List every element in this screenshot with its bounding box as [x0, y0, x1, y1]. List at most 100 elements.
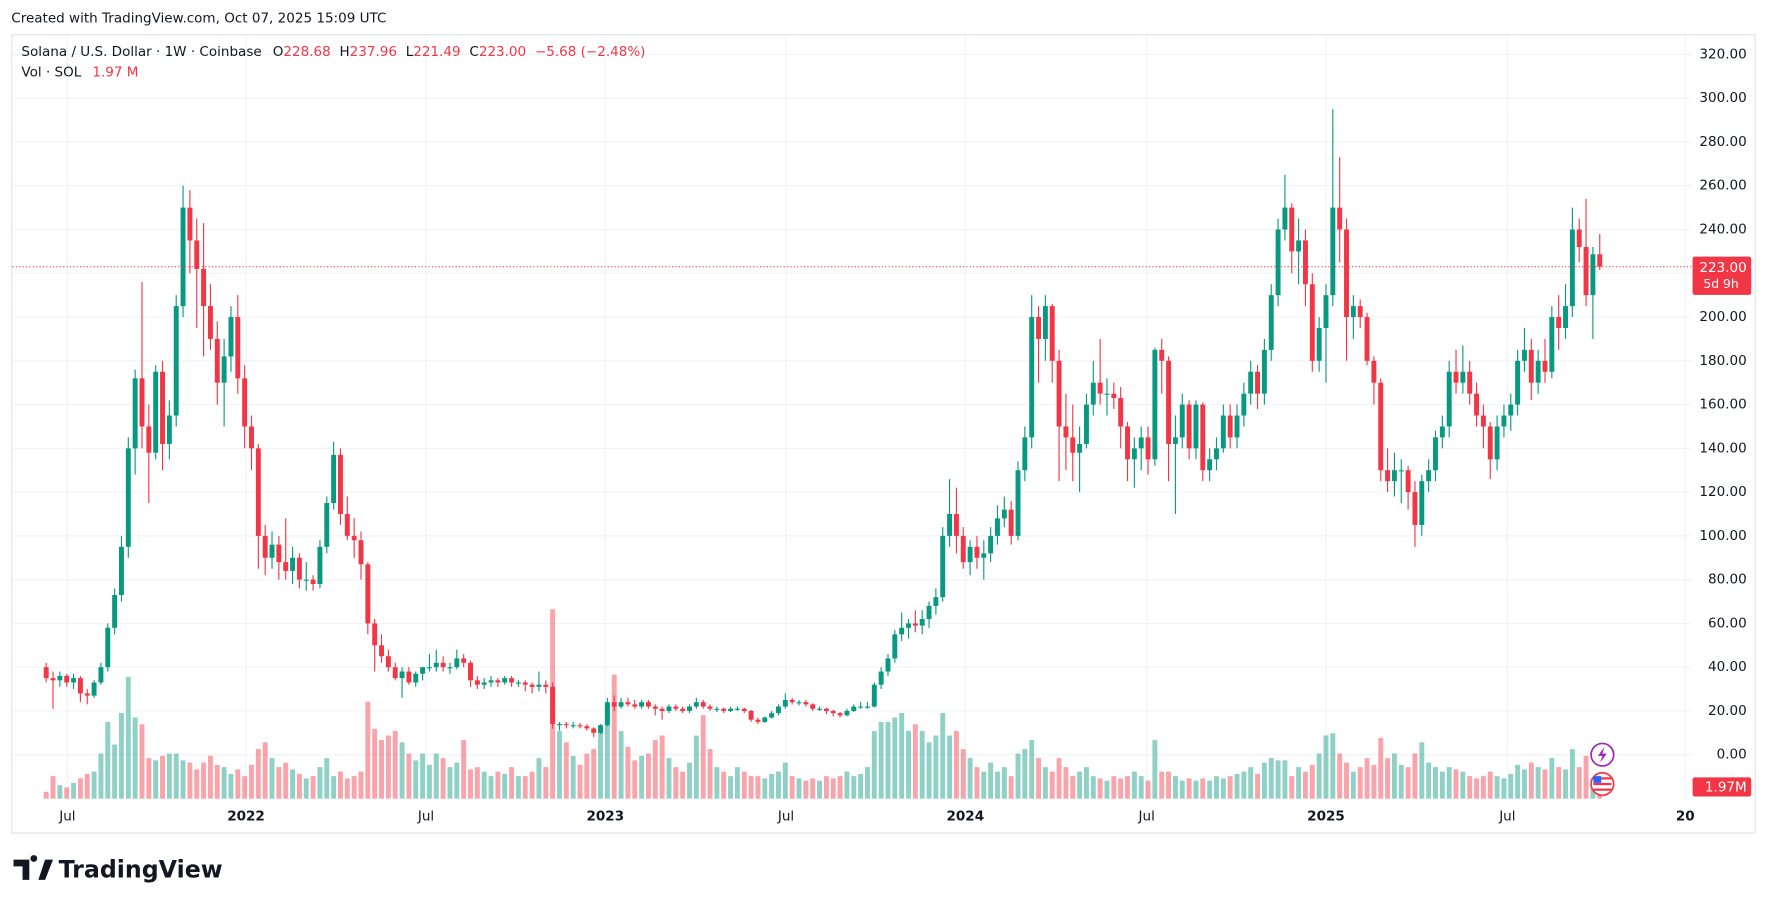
volume-bar — [139, 724, 145, 799]
countdown-label: 5d 9h — [1703, 276, 1738, 291]
candle-body — [666, 706, 672, 711]
candle-body — [440, 662, 446, 668]
volume-bar — [447, 767, 453, 799]
volume-bar — [372, 728, 378, 799]
y-tick-label: 120.00 — [1699, 484, 1746, 500]
candle-body — [1118, 398, 1124, 427]
volume-bar — [645, 753, 651, 799]
volume-bar — [426, 764, 432, 799]
candle-body — [1337, 207, 1343, 230]
candle-body — [782, 699, 788, 707]
volume-bar — [255, 749, 261, 799]
volume-badge — [1692, 777, 1752, 797]
y-tick-label: 280.00 — [1699, 134, 1746, 150]
volume-bar — [481, 771, 487, 799]
candle-body — [1453, 371, 1459, 383]
volume-value: 1.97 M — [92, 64, 138, 80]
volume-bar — [988, 762, 994, 799]
candle-body — [290, 557, 296, 571]
volume-bar — [132, 717, 138, 799]
brand-name: TradingView — [59, 855, 223, 883]
candle-body — [515, 682, 521, 684]
brand-logo — [13, 855, 53, 880]
volume-bar — [1371, 764, 1377, 799]
volume-bar — [625, 746, 631, 799]
legend-volume: Vol · SOL 1.97 M — [21, 64, 138, 80]
volume-bar — [1275, 760, 1281, 799]
volume-bar — [1556, 767, 1562, 799]
volume-bar — [194, 769, 200, 799]
candle-body — [1549, 317, 1555, 372]
candle-body — [1036, 317, 1042, 339]
volume-bar — [269, 758, 275, 799]
candle-body — [255, 448, 261, 536]
volume-bar — [967, 758, 973, 799]
volume-bar — [1350, 771, 1356, 799]
volume-bar — [522, 776, 528, 799]
icon-lightning-bolt — [1597, 746, 1607, 763]
volume-bar — [1261, 762, 1267, 799]
x-tick-label: 2025 — [1307, 809, 1345, 825]
volume-bar — [64, 787, 70, 799]
candle-body — [680, 708, 686, 711]
candle-body — [502, 678, 508, 683]
volume-bar — [851, 776, 857, 799]
volume-bar — [981, 771, 987, 799]
volume-bar — [1097, 778, 1103, 799]
volume-bar — [536, 758, 542, 799]
candle-body — [324, 503, 330, 547]
candle-body — [509, 678, 515, 683]
x-tick-label: 2022 — [227, 809, 265, 825]
candle-body — [1193, 404, 1199, 449]
candle-body — [570, 725, 576, 727]
volume-bar — [91, 771, 97, 799]
y-tick-label: 60.00 — [1708, 615, 1747, 631]
candle-body — [598, 725, 603, 733]
volume-bar — [1029, 740, 1035, 799]
volume-bar — [303, 778, 309, 799]
candle-body — [693, 702, 699, 707]
y-tick-label: 20.00 — [1708, 703, 1747, 719]
volume-bar — [906, 731, 911, 799]
candle-body — [50, 678, 56, 681]
volume-bar — [509, 767, 515, 799]
volume-bar — [262, 742, 268, 799]
price-pane — [12, 109, 1692, 738]
candle-body — [1172, 437, 1178, 444]
candle-body — [1008, 509, 1014, 536]
frame — [11, 34, 1756, 834]
x-tick-label: 20 — [1676, 809, 1695, 825]
candle-body — [926, 605, 932, 620]
symbol-title: Solana / U.S. Dollar · 1W · Coinbase — [21, 44, 261, 60]
candle-body — [1111, 393, 1117, 399]
volume-bar — [235, 769, 241, 799]
volume-bar — [290, 769, 296, 799]
candle-body — [878, 671, 884, 685]
x-tick-label: Jul — [58, 809, 75, 825]
volume-bar — [1220, 778, 1226, 799]
candle-body — [399, 671, 405, 679]
candle-body — [406, 671, 412, 683]
candle-body — [1426, 470, 1432, 482]
volume-bar — [1405, 767, 1411, 799]
volume-bar — [338, 771, 343, 799]
volume-bar — [1125, 776, 1130, 799]
volume-bar — [1056, 758, 1062, 799]
candle-body — [112, 594, 118, 628]
volume-bar — [1412, 753, 1418, 799]
volume-bar — [741, 771, 747, 799]
candle-body — [153, 371, 159, 453]
candle-body — [1391, 470, 1397, 482]
candle-body — [776, 706, 781, 714]
volume-bar — [1501, 778, 1507, 799]
candle-body — [1104, 393, 1110, 395]
volume-bar — [1467, 776, 1473, 799]
candle-body — [639, 702, 645, 707]
volume-bar — [105, 722, 111, 799]
candle-body — [714, 708, 720, 710]
candle-body — [721, 708, 727, 711]
y-tick-label: 80.00 — [1708, 572, 1747, 588]
candle-body — [762, 717, 768, 722]
volume-bar — [823, 776, 829, 799]
candle-body — [734, 708, 740, 710]
